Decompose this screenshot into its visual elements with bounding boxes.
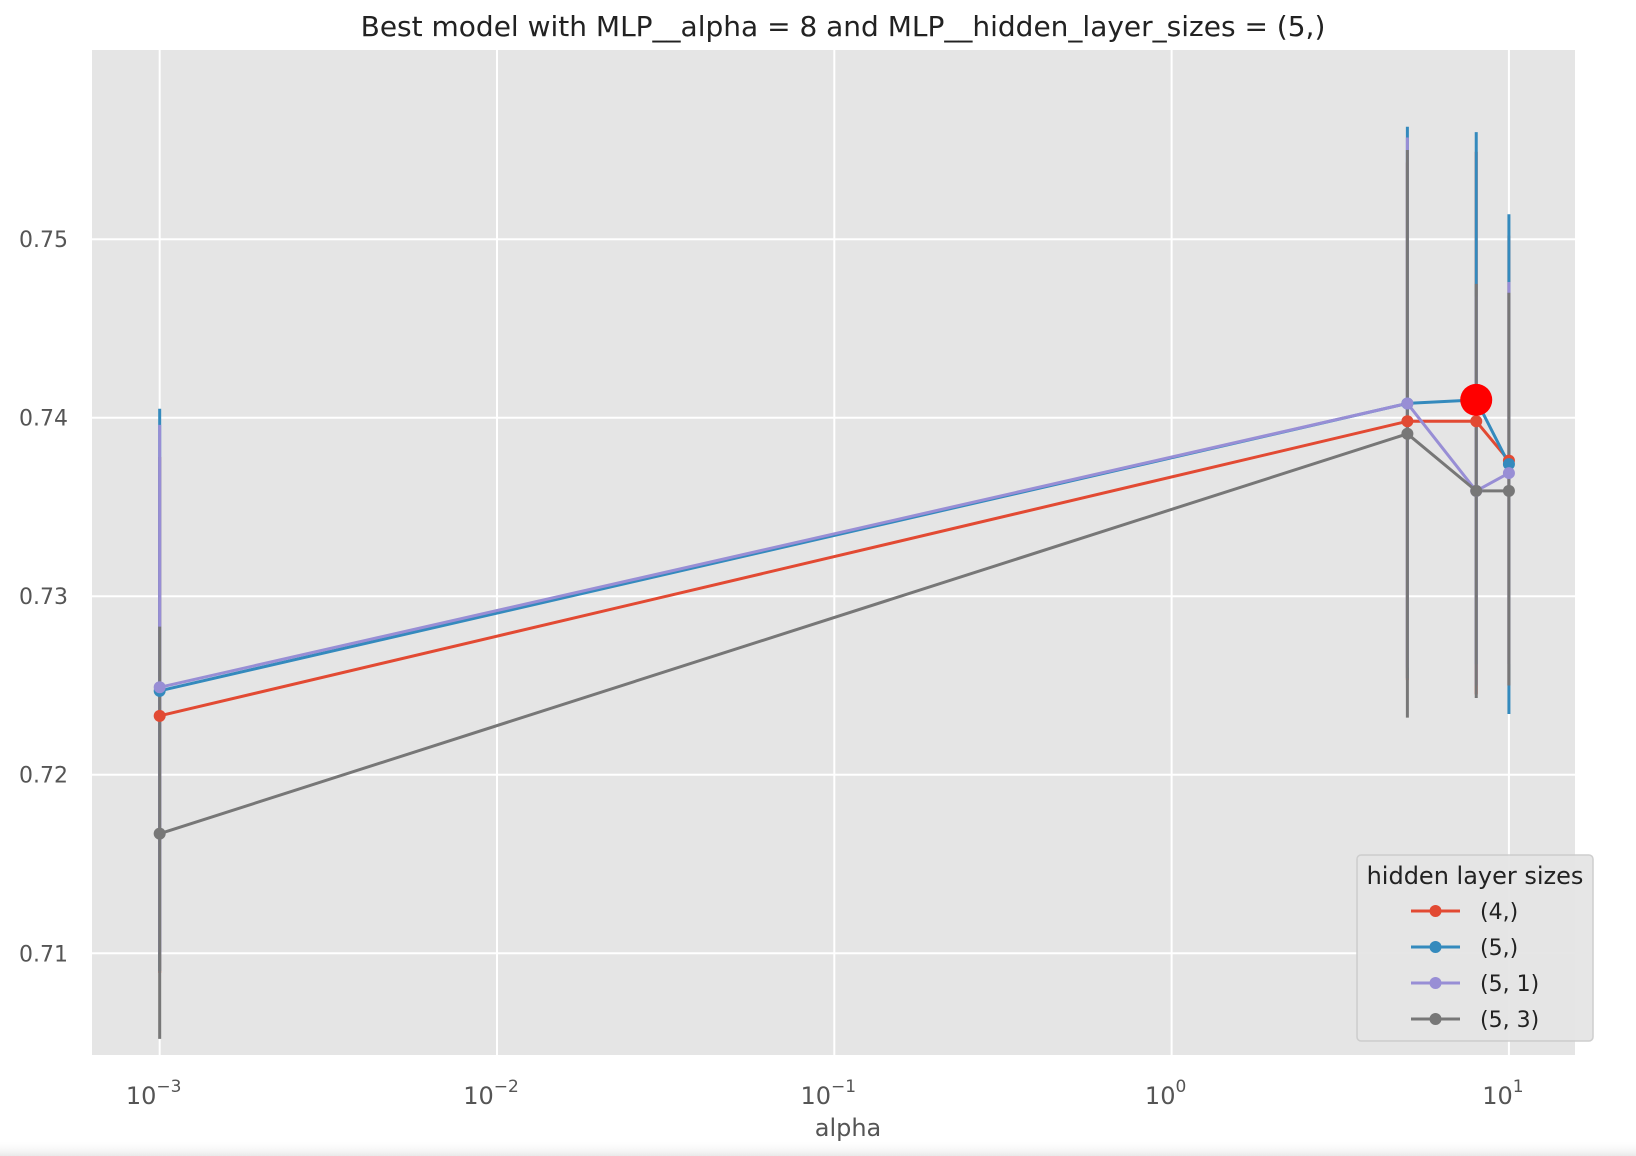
legend-marker — [1429, 977, 1442, 989]
data-point — [1470, 415, 1483, 428]
y-tick-label: 0.73 — [19, 585, 68, 610]
legend-box — [1356, 854, 1594, 1042]
x-tick-label: 10−1 — [800, 1077, 856, 1110]
x-tick-exponent: −1 — [831, 1077, 856, 1097]
y-tick-label: 0.74 — [19, 407, 68, 432]
chart-title: Best model with MLP__alpha = 8 and MLP__… — [361, 10, 1326, 43]
data-point — [1401, 427, 1414, 440]
legend-label: (5, 1) — [1480, 972, 1539, 997]
legend-label: (4,) — [1480, 900, 1518, 925]
x-tick-label: 10−3 — [126, 1077, 182, 1110]
x-axis-label: alpha — [815, 1114, 882, 1142]
x-tick-label: 100 — [1145, 1077, 1186, 1110]
x-tick-label: 101 — [1482, 1077, 1523, 1110]
data-point — [1401, 415, 1414, 428]
data-point — [1502, 484, 1515, 497]
x-tick-exponent: −2 — [494, 1077, 519, 1097]
data-point — [1401, 397, 1414, 410]
bottom-fade — [0, 1140, 1636, 1156]
series-lines — [159, 398, 1511, 836]
legend-title: hidden layer sizes — [1367, 862, 1584, 890]
best-model-marker — [1460, 383, 1493, 416]
best-model-marker-group — [1460, 383, 1493, 416]
y-tick-label: 0.71 — [19, 942, 68, 967]
series-line — [159, 419, 1511, 718]
data-point — [1502, 467, 1515, 480]
data-point — [1470, 484, 1483, 497]
x-tick-base: 10 — [1482, 1082, 1513, 1110]
legend-label: (5, 3) — [1480, 1008, 1539, 1033]
grid — [92, 50, 1575, 1055]
legend: hidden layer sizes (4,) (5,) (5, 1) (5, 3) — [1356, 854, 1594, 1042]
x-tick-exponent: 0 — [1175, 1077, 1186, 1097]
x-tick-exponent: −3 — [156, 1077, 181, 1097]
x-tick-base: 10 — [463, 1082, 494, 1110]
x-tick-base: 10 — [126, 1082, 157, 1110]
legend-marker — [1429, 941, 1442, 953]
x-tick-label: 10−2 — [463, 1077, 519, 1110]
legend-marker — [1429, 905, 1442, 917]
data-point — [1502, 458, 1515, 471]
series-line — [159, 398, 1511, 693]
y-tick-label: 0.72 — [19, 764, 68, 789]
y-tick-label: 0.75 — [19, 228, 68, 253]
legend-entries: (4,) (5,) (5, 1) (5, 3) — [1411, 900, 1539, 1033]
data-point — [153, 709, 166, 722]
x-tick-base: 10 — [800, 1082, 831, 1110]
data-point — [153, 681, 166, 694]
series-line — [159, 432, 1509, 836]
x-tick-exponent: 1 — [1513, 1077, 1524, 1097]
x-tick-base: 10 — [1145, 1082, 1176, 1110]
series-markers — [153, 393, 1515, 840]
legend-label: (5,) — [1480, 936, 1518, 961]
legend-marker — [1429, 1013, 1442, 1025]
data-point — [153, 827, 166, 840]
series-line — [159, 401, 1510, 689]
